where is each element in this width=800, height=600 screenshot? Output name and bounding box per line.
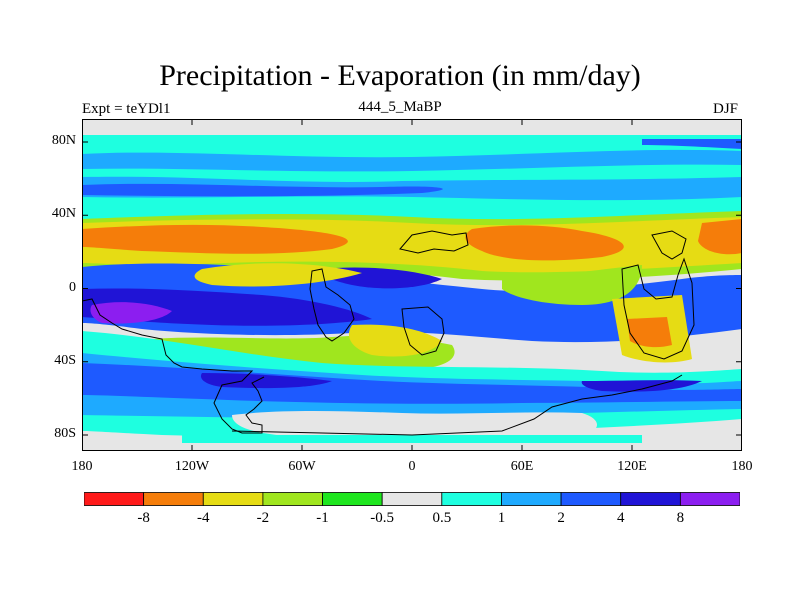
y-tick-label: 80S	[54, 426, 76, 441]
north-dry-orange-west	[82, 224, 348, 254]
coast-antarctica	[231, 374, 683, 436]
coast-australia	[621, 257, 695, 360]
x-tick-label: 60E	[510, 459, 534, 474]
colorbar-box	[202, 492, 264, 506]
coast-africa	[401, 306, 445, 356]
colorbar-box	[262, 492, 323, 506]
colorbar-label: 1	[497, 510, 506, 526]
experiment-label: Expt = teYDl1	[82, 101, 171, 117]
north-blue-band-2	[642, 139, 742, 149]
y-tick-label: 40N	[51, 206, 76, 222]
south-subtropic-yellow	[348, 324, 442, 357]
x-tick-label: 120W	[174, 459, 210, 474]
colorbar-box	[560, 492, 622, 506]
colorbar-label: -8	[137, 510, 150, 526]
x-tick-marks	[82, 119, 742, 451]
colorbar-box	[84, 492, 145, 506]
colorbar-box	[679, 492, 740, 506]
colorbar-label: 2	[557, 510, 565, 526]
colorbar-box	[322, 492, 383, 506]
colorbar-boxes	[84, 492, 740, 506]
season-label: DJF	[712, 101, 738, 117]
pe-map-panel	[82, 119, 742, 451]
colorbar-box	[441, 492, 502, 506]
plot-title: Precipitation - Evaporation (in mm/day)	[159, 59, 641, 92]
equatorial-purple	[90, 302, 172, 324]
colorbar-box	[381, 492, 443, 506]
colorbar	[84, 492, 740, 506]
colorbar-label: 8	[676, 510, 685, 526]
x-tick-label: 180	[731, 459, 753, 474]
x-tick-label: 180	[71, 459, 93, 474]
colorbar-label: -4	[197, 510, 210, 526]
y-tick-label: 40S	[54, 352, 76, 368]
colorbar-label: -0.5	[370, 510, 395, 526]
north-blue-band	[82, 183, 443, 197]
colorbar-box	[501, 492, 562, 506]
colorbar-box	[143, 492, 204, 506]
north-dry-orange-far-east	[698, 219, 742, 255]
colorbar-label: 0.5	[432, 510, 452, 526]
x-tick-label: 0	[408, 459, 416, 474]
colorbar-label: -1	[316, 510, 329, 526]
south-australia-orange	[627, 317, 672, 348]
x-tick-label: 60W	[288, 459, 316, 474]
coast-americas	[309, 268, 355, 342]
y-tick-marks	[82, 141, 742, 436]
north-lightblue-band	[82, 149, 742, 172]
y-tick-label: 0	[69, 279, 76, 295]
colorbar-box	[620, 492, 681, 506]
south-blue-band	[82, 363, 742, 404]
coast-north-africa	[399, 230, 469, 254]
colorbar-label: 4	[616, 510, 625, 526]
coast-se-asia	[651, 230, 687, 260]
coast-sw-pacific	[82, 298, 265, 434]
antarctic-neutral	[232, 411, 597, 437]
y-tick-label: 80N	[51, 133, 76, 148]
north-dry-orange-east	[465, 225, 624, 261]
equatorial-lightgreen	[502, 265, 642, 305]
period-label: 444_5_MaBP	[358, 99, 442, 115]
x-tick-label: 120E	[617, 459, 647, 474]
south-dark-storm	[200, 373, 332, 389]
colorbar-label: -2	[256, 510, 270, 526]
coastlines	[82, 230, 695, 436]
south-dark-storm-east	[581, 380, 702, 392]
south-edge-cyan	[182, 435, 642, 443]
